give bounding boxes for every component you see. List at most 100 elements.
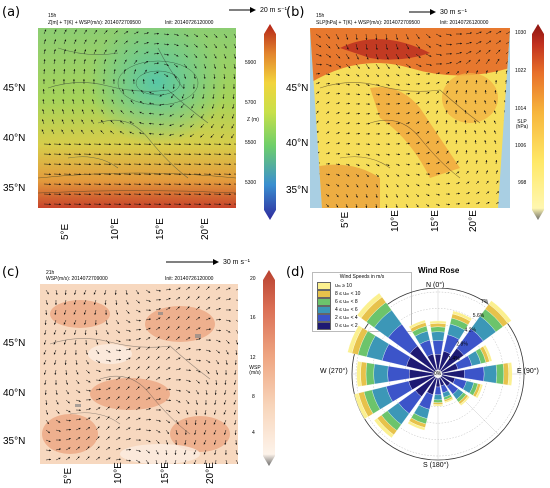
wind-vector-head (232, 87, 235, 89)
wind-vector-head (448, 182, 450, 185)
wind-vector-head (156, 62, 159, 65)
wind-vector-head (108, 457, 111, 460)
wind-vector-head (148, 397, 151, 400)
wind-vector-head (457, 182, 460, 184)
wind-vector-head (174, 453, 177, 455)
wind-vector-head (100, 120, 103, 122)
wind-vector-head (213, 432, 216, 435)
wind-vector-head (58, 429, 61, 432)
wind-vector-head (104, 292, 106, 295)
wind-vector-head (224, 392, 226, 395)
wind-vector-head (138, 460, 141, 463)
wind-vector-head (458, 202, 460, 205)
wind-vector-head (449, 61, 452, 64)
wind-vector-head (326, 204, 329, 207)
wind-vector-head (89, 153, 91, 156)
wind-vector-head (176, 422, 179, 425)
wind-vector-head (176, 44, 179, 47)
wind-vector-head (418, 55, 421, 58)
wind-vector-head (180, 115, 183, 118)
wind-vector-head (148, 337, 151, 340)
wind-vector-head (142, 79, 145, 81)
wind-vector-head (199, 203, 201, 206)
wind-vector-head (456, 160, 459, 163)
wind-vector-head (347, 83, 350, 86)
wind-vector-head (149, 153, 151, 156)
wind-vector-head (426, 111, 429, 113)
wind-vector-head (215, 383, 218, 385)
wind-vector-head (77, 446, 80, 449)
wind-vector-head (61, 119, 64, 122)
rose-sector-bin (356, 361, 362, 387)
wind-vector-head (192, 96, 194, 99)
wind-vector-head (207, 286, 210, 289)
wind-vector-head (208, 350, 211, 352)
wind-vector-head (159, 123, 161, 126)
wind-vector-head (465, 80, 468, 83)
wind-vector-head (337, 122, 340, 124)
wind-vector-head (222, 106, 224, 109)
wind-vector-head (397, 163, 400, 166)
wind-vector-head (59, 193, 61, 196)
wind-vector-head (408, 65, 411, 68)
wind-vector-head (367, 153, 370, 156)
wind-vector-head (158, 398, 161, 401)
wind-vector-head (53, 352, 56, 355)
wind-vector-head (102, 89, 105, 92)
wind-vector-head (119, 349, 121, 352)
wind-vector-head (407, 47, 409, 50)
wind-vector-head (138, 417, 141, 420)
wind-vector-head (214, 402, 217, 405)
legend-swatch (317, 282, 331, 290)
wind-vector-head (437, 204, 440, 206)
wind-vector-head (319, 54, 322, 57)
wind-vector-head (494, 140, 497, 143)
wind-vector-head (169, 288, 171, 291)
wind-vector-head (54, 39, 57, 42)
wind-vector-head (199, 193, 201, 196)
wind-vector-head (177, 326, 180, 329)
wind-vector-head (198, 338, 201, 340)
wind-vector-head (445, 120, 448, 123)
wind-vector-head (109, 183, 111, 186)
wind-vector-head (196, 392, 199, 395)
wind-vector-head (377, 93, 380, 96)
wind-vector-head (199, 348, 201, 351)
wind-vector-head (358, 143, 360, 145)
wind-vector-head (327, 184, 330, 186)
rose-dir-s: S (180°) (423, 462, 449, 469)
wind-vector-head (169, 388, 171, 391)
wind-vector-head (63, 69, 66, 71)
wind-vector-head (166, 64, 169, 66)
wind-vector-head (188, 380, 191, 382)
wind-vector-head (108, 359, 111, 362)
wind-vector-head (465, 140, 467, 142)
legend-label: 8 ≤ uₘ < 10 (335, 291, 361, 297)
ref-vector-label-b: 30 m s⁻¹ (439, 9, 467, 16)
wind-vector-head (199, 143, 201, 146)
wind-vector-head (128, 427, 131, 430)
wind-vector-head (183, 462, 186, 464)
wind-vector-head (155, 462, 158, 464)
wind-vector-head (178, 368, 181, 371)
wind-vector-head (79, 203, 81, 206)
wind-vector-head (140, 90, 143, 93)
wind-vector-head (77, 456, 80, 459)
rose-sector-bin (475, 384, 484, 399)
wind-vector-head (81, 109, 84, 112)
wind-vector-head (356, 185, 359, 188)
wind-vector-head (73, 322, 76, 325)
wind-vector-head (89, 183, 91, 186)
wind-vector-head (234, 56, 236, 59)
wind-vector-head (144, 69, 147, 72)
wind-vector-head (218, 340, 221, 343)
wind-vector-head (177, 411, 180, 414)
wind-vector-head (485, 80, 488, 82)
cb-tick-b-4: 998 (518, 180, 527, 186)
wind-vector-head (465, 90, 468, 92)
wind-vector-head (63, 342, 66, 345)
wind-vector-head (87, 456, 90, 459)
wind-vector-head (128, 329, 131, 332)
wind-vector-head (168, 297, 171, 300)
wind-vector-head (72, 89, 75, 91)
